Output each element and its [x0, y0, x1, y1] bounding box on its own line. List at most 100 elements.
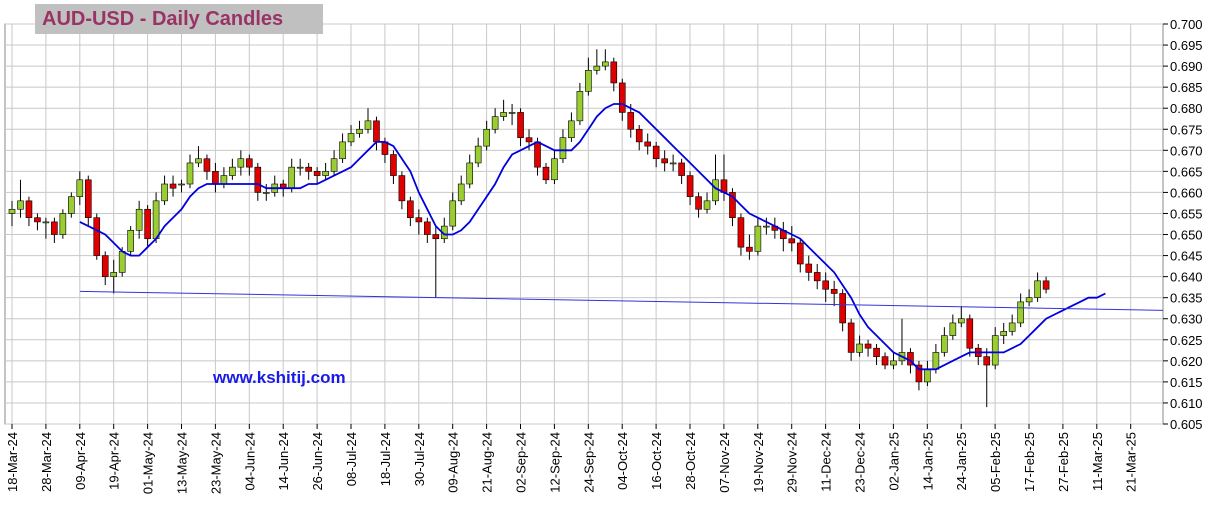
- candle-body: [669, 162, 677, 165]
- candle-body: [68, 196, 75, 214]
- candle-body: [847, 322, 855, 353]
- candle-body: [195, 158, 202, 164]
- candle-body: [398, 175, 406, 202]
- candle-body: [51, 221, 58, 235]
- x-tick-label: 18-Mar-24: [5, 432, 20, 492]
- x-tick-label: 02-Sep-24: [514, 432, 529, 493]
- candle-body: [746, 246, 753, 252]
- candle-body: [932, 352, 940, 370]
- x-tick-label: 09-Aug-24: [446, 432, 461, 493]
- candle-body: [585, 70, 592, 92]
- x-tick-label: 14-Jan-25: [920, 432, 935, 491]
- x-tick-label: 30-Jul-24: [412, 432, 427, 486]
- candle-body: [627, 112, 635, 130]
- candle-body: [983, 356, 991, 366]
- candle-body: [822, 280, 829, 290]
- x-tick-label: 23-May-24: [208, 432, 223, 494]
- candle-body: [186, 162, 194, 185]
- x-tick-label: 12-Sep-24: [547, 432, 562, 493]
- candle-body: [763, 225, 770, 228]
- candle-body: [618, 82, 626, 113]
- candle-body: [237, 158, 245, 168]
- x-tick-label: 09-Apr-24: [73, 432, 88, 490]
- candle-body: [949, 322, 957, 336]
- candle-body: [424, 221, 431, 235]
- candle-body: [805, 263, 813, 273]
- candle-body: [373, 120, 380, 143]
- candle-body: [1042, 280, 1050, 290]
- candle-body: [1025, 297, 1033, 303]
- x-tick-label: 19-Apr-24: [107, 432, 122, 490]
- candle-body: [661, 158, 668, 164]
- candle-body: [873, 347, 880, 357]
- candle-body: [364, 120, 372, 130]
- candle-body: [796, 242, 804, 265]
- candle-body: [729, 192, 736, 218]
- candle-body: [881, 356, 889, 366]
- x-tick-label: 14-Jun-24: [276, 432, 291, 491]
- candle-body: [602, 61, 609, 67]
- candle-body: [966, 318, 974, 349]
- x-tick-label: 07-Nov-24: [717, 432, 732, 493]
- y-tick-label: 0.635: [1170, 291, 1203, 306]
- candle-body: [229, 166, 236, 176]
- x-tick-label: 19-Nov-24: [751, 432, 766, 493]
- candle-body: [288, 166, 296, 189]
- candle-body: [500, 112, 507, 117]
- candle-body: [703, 200, 711, 210]
- candle-body: [830, 288, 838, 294]
- y-tick-label: 0.620: [1170, 354, 1203, 369]
- candle-body: [915, 364, 923, 383]
- candle-body: [864, 343, 872, 349]
- candle-body: [686, 175, 694, 197]
- candle-body: [1000, 331, 1007, 336]
- x-tick-label: 05-Feb-25: [988, 432, 1003, 492]
- x-tick-label: 11-Mar-25: [1090, 432, 1105, 491]
- candle-body: [924, 368, 931, 383]
- candle-body: [432, 234, 440, 240]
- candle-body: [203, 158, 211, 172]
- y-tick-label: 0.615: [1170, 375, 1203, 390]
- candle-body: [635, 128, 643, 143]
- candle-body: [59, 213, 67, 235]
- candle-body: [856, 343, 863, 353]
- candle-body: [296, 166, 304, 169]
- y-tick-label: 0.690: [1170, 59, 1203, 74]
- candle-body: [678, 162, 685, 176]
- candle-body: [542, 166, 550, 181]
- candle-body: [347, 133, 355, 143]
- watermark: www.kshitij.com: [212, 368, 346, 387]
- candle-body: [161, 183, 168, 202]
- x-tick-label: 26-Jun-24: [310, 432, 325, 491]
- candle-body: [474, 145, 482, 164]
- candle-body: [118, 251, 126, 273]
- candle-body: [415, 217, 423, 223]
- y-tick-label: 0.695: [1170, 38, 1203, 53]
- candle-body: [152, 200, 160, 240]
- y-tick-label: 0.655: [1170, 206, 1203, 221]
- candle-body: [754, 225, 762, 252]
- x-tick-label: 16-Oct-24: [649, 432, 664, 490]
- candle-body: [449, 200, 457, 227]
- candle-body: [42, 221, 50, 224]
- candle-body: [1008, 322, 1016, 332]
- candle-body: [517, 112, 524, 138]
- x-tick-label: 23-Dec-24: [853, 432, 868, 493]
- candle-body: [25, 200, 33, 218]
- candle-body: [76, 179, 84, 197]
- candle-body: [212, 171, 219, 185]
- candle-body: [8, 208, 16, 214]
- candle-body: [313, 171, 321, 176]
- candle-body: [958, 318, 965, 324]
- candle-body: [644, 141, 652, 147]
- y-tick-label: 0.605: [1170, 417, 1203, 432]
- candle-body: [254, 166, 262, 193]
- candle-body: [551, 158, 558, 181]
- candle-body: [652, 145, 660, 160]
- candle-body: [991, 335, 999, 366]
- candle-body: [737, 217, 745, 248]
- moving-average: [79, 103, 1106, 371]
- candle-body: [262, 192, 270, 194]
